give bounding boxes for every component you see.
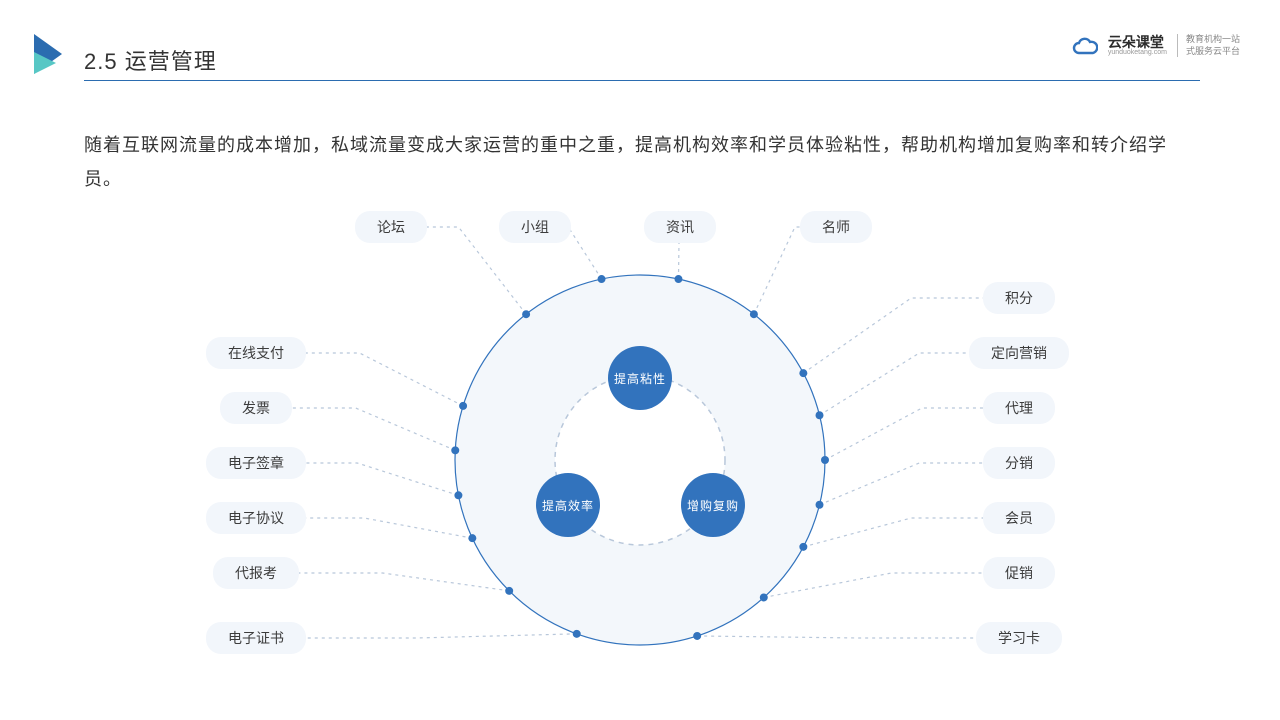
pill-label: 电子证书: [206, 622, 306, 654]
pill-label: 会员: [983, 502, 1055, 534]
play-icon: [34, 34, 68, 74]
section-title: 2.5 运营管理: [84, 44, 217, 76]
pill-label: 发票: [220, 392, 292, 424]
brand-name: 云朵课堂: [1108, 35, 1167, 50]
pill-label: 促销: [983, 557, 1055, 589]
brand-domain: yunduoketang.com: [1108, 49, 1167, 56]
title-rule: [84, 80, 1200, 81]
intro-paragraph: 随着互联网流量的成本增加，私域流量变成大家运营的重中之重，提高机构效率和学员体验…: [84, 128, 1200, 196]
pill-label: 分销: [983, 447, 1055, 479]
pill-label: 电子签章: [206, 447, 306, 479]
pill-label: 学习卡: [976, 622, 1062, 654]
brand-tagline: 教育机构一站 式服务云平台: [1177, 34, 1240, 57]
cloud-icon: [1072, 37, 1098, 55]
core-node: 提高粘性: [608, 346, 672, 410]
section-heading: 运营管理: [125, 49, 217, 74]
pill-label: 积分: [983, 282, 1055, 314]
pill-label: 资讯: [644, 211, 716, 243]
pill-label: 定向营销: [969, 337, 1069, 369]
pill-label: 名师: [800, 211, 872, 243]
pill-label: 代理: [983, 392, 1055, 424]
core-node: 提高效率: [536, 473, 600, 537]
pill-label: 在线支付: [206, 337, 306, 369]
section-number: 2.5: [84, 49, 118, 74]
pill-label: 电子协议: [206, 502, 306, 534]
pill-label: 小组: [499, 211, 571, 243]
core-node: 增购复购: [681, 473, 745, 537]
pill-label: 代报考: [213, 557, 299, 589]
pill-label: 论坛: [355, 211, 427, 243]
brand-logo: 云朵课堂 yunduoketang.com 教育机构一站 式服务云平台: [1072, 34, 1240, 57]
